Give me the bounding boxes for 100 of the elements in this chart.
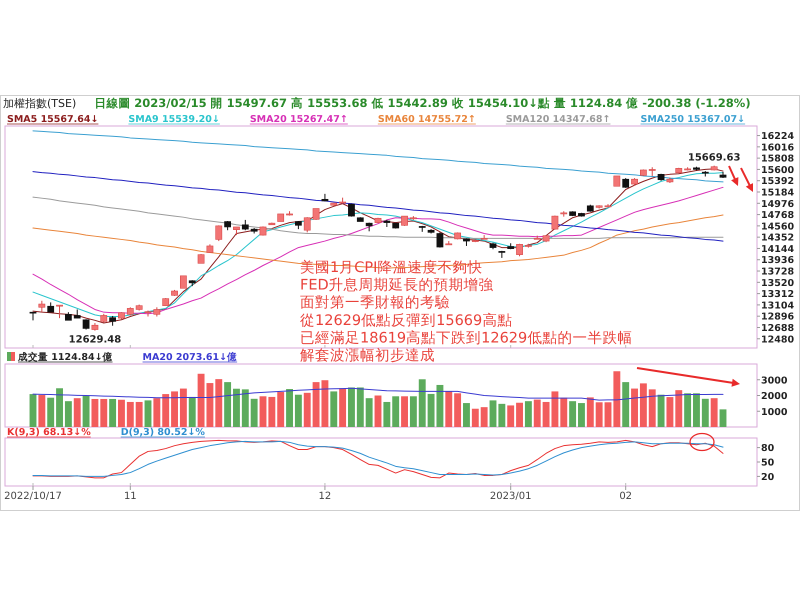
- text: SMA250 15367.07↓: [640, 114, 746, 125]
- bar: [180, 388, 187, 427]
- chart-title: 加權指數(TSE): [3, 97, 76, 110]
- annotation: 從12629低點反彈到15669高點: [300, 312, 512, 329]
- bar: [666, 397, 674, 427]
- y-tick-label: 14560: [761, 221, 794, 232]
- bar: [109, 398, 116, 427]
- bar: [720, 409, 726, 427]
- bar: [74, 398, 81, 427]
- y-tick-label: 80: [761, 443, 775, 454]
- y-tick-label: 15600: [761, 164, 794, 176]
- y-tick-label: 16224: [761, 131, 794, 142]
- bar: [321, 380, 328, 427]
- text: SMA20 15267.47↑: [250, 114, 348, 125]
- bar: [224, 382, 232, 427]
- y-tick-label: 13104: [761, 300, 794, 312]
- bar: [560, 398, 568, 427]
- bar: [418, 379, 426, 427]
- bar: [684, 393, 692, 427]
- bar: [524, 401, 532, 427]
- bar: [551, 391, 558, 427]
- line-series: [32, 388, 724, 401]
- bar: [64, 401, 72, 427]
- text: MA20 2073.61↓億: [142, 351, 238, 363]
- bar: [498, 404, 506, 427]
- x-tick-label: 12: [318, 491, 332, 502]
- bar: [490, 400, 496, 427]
- bar: [436, 384, 444, 427]
- bar: [410, 396, 417, 427]
- bar: [47, 398, 54, 427]
- y-tick-label: 12896: [761, 312, 794, 323]
- bar: [260, 396, 266, 427]
- y-tick-label: 15392: [761, 176, 794, 188]
- bar: [569, 401, 576, 427]
- annotation: 解套波漲幅初步達成: [300, 347, 435, 364]
- bar: [188, 396, 196, 427]
- y-tick-label: 13520: [761, 278, 794, 289]
- text: K(9,3) 68.13↓%: [7, 427, 92, 438]
- bar: [206, 383, 214, 427]
- bar: [171, 391, 178, 427]
- bar: [144, 400, 152, 427]
- bar: [640, 383, 647, 427]
- x-tick-label: 02: [619, 491, 632, 502]
- bar: [604, 402, 612, 427]
- bar: [38, 395, 46, 427]
- y-tick-label: 14768: [761, 210, 794, 222]
- x-tick-label: 2022/10/17: [4, 491, 62, 502]
- text: SMA60 14755.72↑: [378, 114, 476, 125]
- bar: [658, 394, 665, 427]
- bar: [622, 382, 630, 427]
- bar: [693, 393, 700, 427]
- y-tick-label: 14144: [761, 244, 794, 255]
- series-label: D(9,3) 80.52↓%: [120, 427, 206, 438]
- bar: [286, 389, 293, 427]
- annotation: 12629.48: [68, 334, 122, 346]
- y-tick-label: 2000: [761, 391, 788, 402]
- bar: [631, 388, 638, 427]
- y-tick-label: 1000: [761, 406, 788, 418]
- y-tick-label: 13936: [761, 255, 794, 266]
- bar: [294, 394, 302, 427]
- bar: [374, 396, 382, 427]
- bar: [304, 392, 311, 427]
- bar: [233, 388, 240, 427]
- bar: [648, 389, 656, 427]
- bar: [516, 402, 523, 427]
- y-tick-label: 20: [761, 472, 775, 483]
- bar: [339, 388, 346, 427]
- annotation: 15669.63: [688, 152, 740, 164]
- bar: [330, 391, 338, 427]
- line-series: [32, 171, 724, 242]
- x-tick-label: 2023/01: [490, 491, 532, 502]
- bar: [578, 403, 585, 427]
- bar: [118, 400, 125, 427]
- annotation: 面對第一季財報的考驗: [300, 294, 450, 312]
- annotation: 已經滿足18619高點下跌到12629低點的一半跌幅: [300, 329, 632, 346]
- y-tick-label: 12480: [761, 334, 794, 346]
- bar: [463, 403, 470, 427]
- annotation: FED升息周期延長的預期增強: [300, 276, 494, 294]
- legend-label: 成交量 1124.84↓億: [17, 351, 114, 363]
- bar: [56, 388, 63, 427]
- y-tick-label: 16016: [761, 142, 794, 154]
- bar: [702, 398, 709, 427]
- chart-subtitle: 日線圖 2023/02/15 開 15497.67 高 15553.68 低 15442.89 收 15454.10↓點 量 1124.84 億 -200.38 (-1.28%): [94, 96, 751, 110]
- bar: [542, 402, 550, 427]
- text: SMA120 14347.68↑: [506, 114, 610, 125]
- y-tick-label: 15184: [761, 188, 794, 199]
- bar: [91, 398, 98, 427]
- bar: [348, 387, 355, 427]
- bar: [401, 396, 408, 427]
- bar: [30, 394, 36, 427]
- y-tick-label: 12688: [761, 322, 794, 334]
- y-tick-label: 3000: [761, 375, 788, 386]
- y-tick-label: 14352: [761, 232, 794, 244]
- y-tick-label: 13312: [761, 289, 794, 300]
- bar: [710, 398, 718, 427]
- y-tick-label: 13728: [761, 266, 794, 278]
- bar: [613, 371, 620, 427]
- bar: [534, 400, 541, 427]
- y-tick-label: 15808: [761, 154, 794, 165]
- bar: [100, 398, 108, 427]
